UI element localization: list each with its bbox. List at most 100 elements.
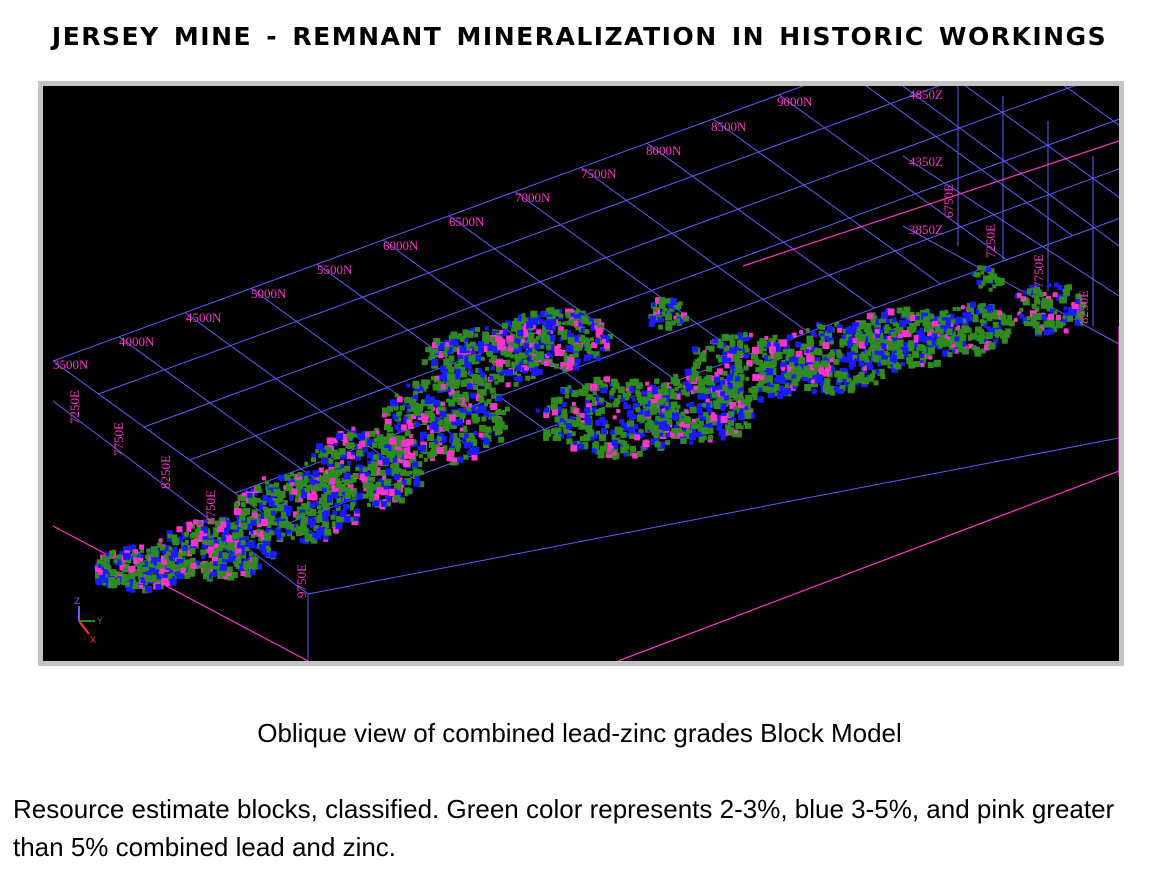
- grade-block: [841, 334, 846, 339]
- grade-block: [278, 517, 286, 524]
- grade-block: [468, 432, 475, 439]
- grade-block: [525, 336, 530, 341]
- grade-block: [880, 342, 885, 347]
- grade-block: [929, 314, 935, 320]
- grade-block: [142, 566, 148, 572]
- grade-block: [573, 364, 580, 371]
- grade-block: [1063, 328, 1069, 334]
- northing-label: 6500N: [449, 214, 485, 229]
- grade-block: [625, 404, 631, 410]
- grade-block: [1029, 285, 1034, 289]
- grade-block: [710, 380, 716, 386]
- grade-block: [687, 388, 692, 393]
- grade-block: [267, 490, 272, 495]
- grade-block: [463, 333, 468, 338]
- grade-block: [650, 409, 655, 414]
- grade-block: [705, 418, 712, 424]
- grade-block: [717, 384, 723, 390]
- grade-block: [156, 574, 162, 580]
- y-axis-label: Y: [96, 617, 103, 627]
- grade-block: [484, 402, 488, 407]
- grade-block: [849, 365, 854, 370]
- grade-block: [740, 396, 745, 401]
- grade-block: [432, 342, 438, 349]
- grade-block: [699, 387, 706, 394]
- grade-block: [366, 438, 374, 446]
- grade-block: [482, 331, 490, 339]
- grade-block: [717, 368, 723, 375]
- grade-block: [594, 324, 600, 330]
- grade-block: [306, 501, 311, 506]
- grade-block: [978, 284, 983, 289]
- grade-block: [304, 475, 308, 480]
- grade-block: [759, 372, 764, 377]
- grade-block: [232, 532, 240, 540]
- grade-block: [810, 380, 818, 388]
- grade-block: [146, 548, 151, 553]
- grade-block: [573, 312, 580, 319]
- grade-block: [733, 372, 738, 376]
- grade-block: [176, 536, 183, 544]
- grade-block: [904, 341, 911, 348]
- grade-block: [255, 497, 261, 503]
- grade-block: [584, 383, 592, 391]
- grade-block: [421, 359, 428, 366]
- grade-block: [716, 398, 723, 404]
- grade-block: [755, 360, 761, 366]
- grade-block: [866, 313, 873, 320]
- grade-block: [413, 452, 418, 457]
- grade-block: [566, 433, 572, 438]
- grade-block: [300, 517, 308, 525]
- grade-block: [899, 354, 905, 359]
- grade-block: [978, 349, 983, 354]
- grade-block: [119, 564, 126, 571]
- grade-block: [268, 484, 275, 491]
- grade-block: [536, 368, 543, 375]
- grade-block: [396, 396, 403, 403]
- grade-block: [119, 555, 126, 562]
- bounding-box-edges: [52, 140, 1119, 661]
- grade-block: [916, 362, 921, 367]
- grade-block: [625, 381, 631, 387]
- grade-block: [1075, 298, 1081, 304]
- grade-block: [306, 470, 311, 475]
- grade-block: [349, 506, 354, 511]
- grade-block: [745, 376, 750, 381]
- grade-block: [801, 373, 809, 381]
- grade-block: [549, 340, 555, 346]
- grade-block: [330, 514, 336, 520]
- grade-block: [590, 383, 598, 391]
- grade-block: [950, 340, 956, 346]
- grade-block: [157, 542, 162, 548]
- grade-block: [730, 388, 738, 396]
- grade-block: [839, 342, 845, 348]
- grade-block: [340, 460, 345, 465]
- grade-block: [409, 456, 417, 464]
- grade-block: [145, 585, 153, 593]
- grade-block: [441, 402, 446, 407]
- easting-label: 8250E: [1076, 290, 1091, 324]
- grade-block: [468, 354, 476, 362]
- easting-label: 9750E: [294, 564, 309, 598]
- grade-block: [140, 548, 144, 553]
- grade-block: [425, 347, 431, 353]
- grade-block: [737, 340, 744, 347]
- grade-block: [810, 331, 817, 338]
- grade-block: [902, 347, 909, 353]
- grade-block: [842, 334, 850, 342]
- grade-block: [670, 388, 675, 393]
- grade-block: [332, 510, 338, 516]
- grade-block: [744, 347, 750, 353]
- grade-block: [1034, 298, 1041, 305]
- grade-block: [951, 343, 956, 348]
- grade-block: [711, 419, 718, 426]
- grade-block: [318, 508, 326, 516]
- block-model-viewport[interactable]: 3500N 4000N 4500N 5000N 5500N 6000N 6500…: [43, 86, 1119, 661]
- grade-block: [613, 445, 618, 450]
- grade-block: [400, 461, 405, 466]
- grade-block: [581, 442, 589, 450]
- grade-block: [677, 391, 682, 396]
- grade-block: [447, 450, 454, 457]
- grade-block: [251, 534, 256, 539]
- grade-block: [340, 451, 347, 459]
